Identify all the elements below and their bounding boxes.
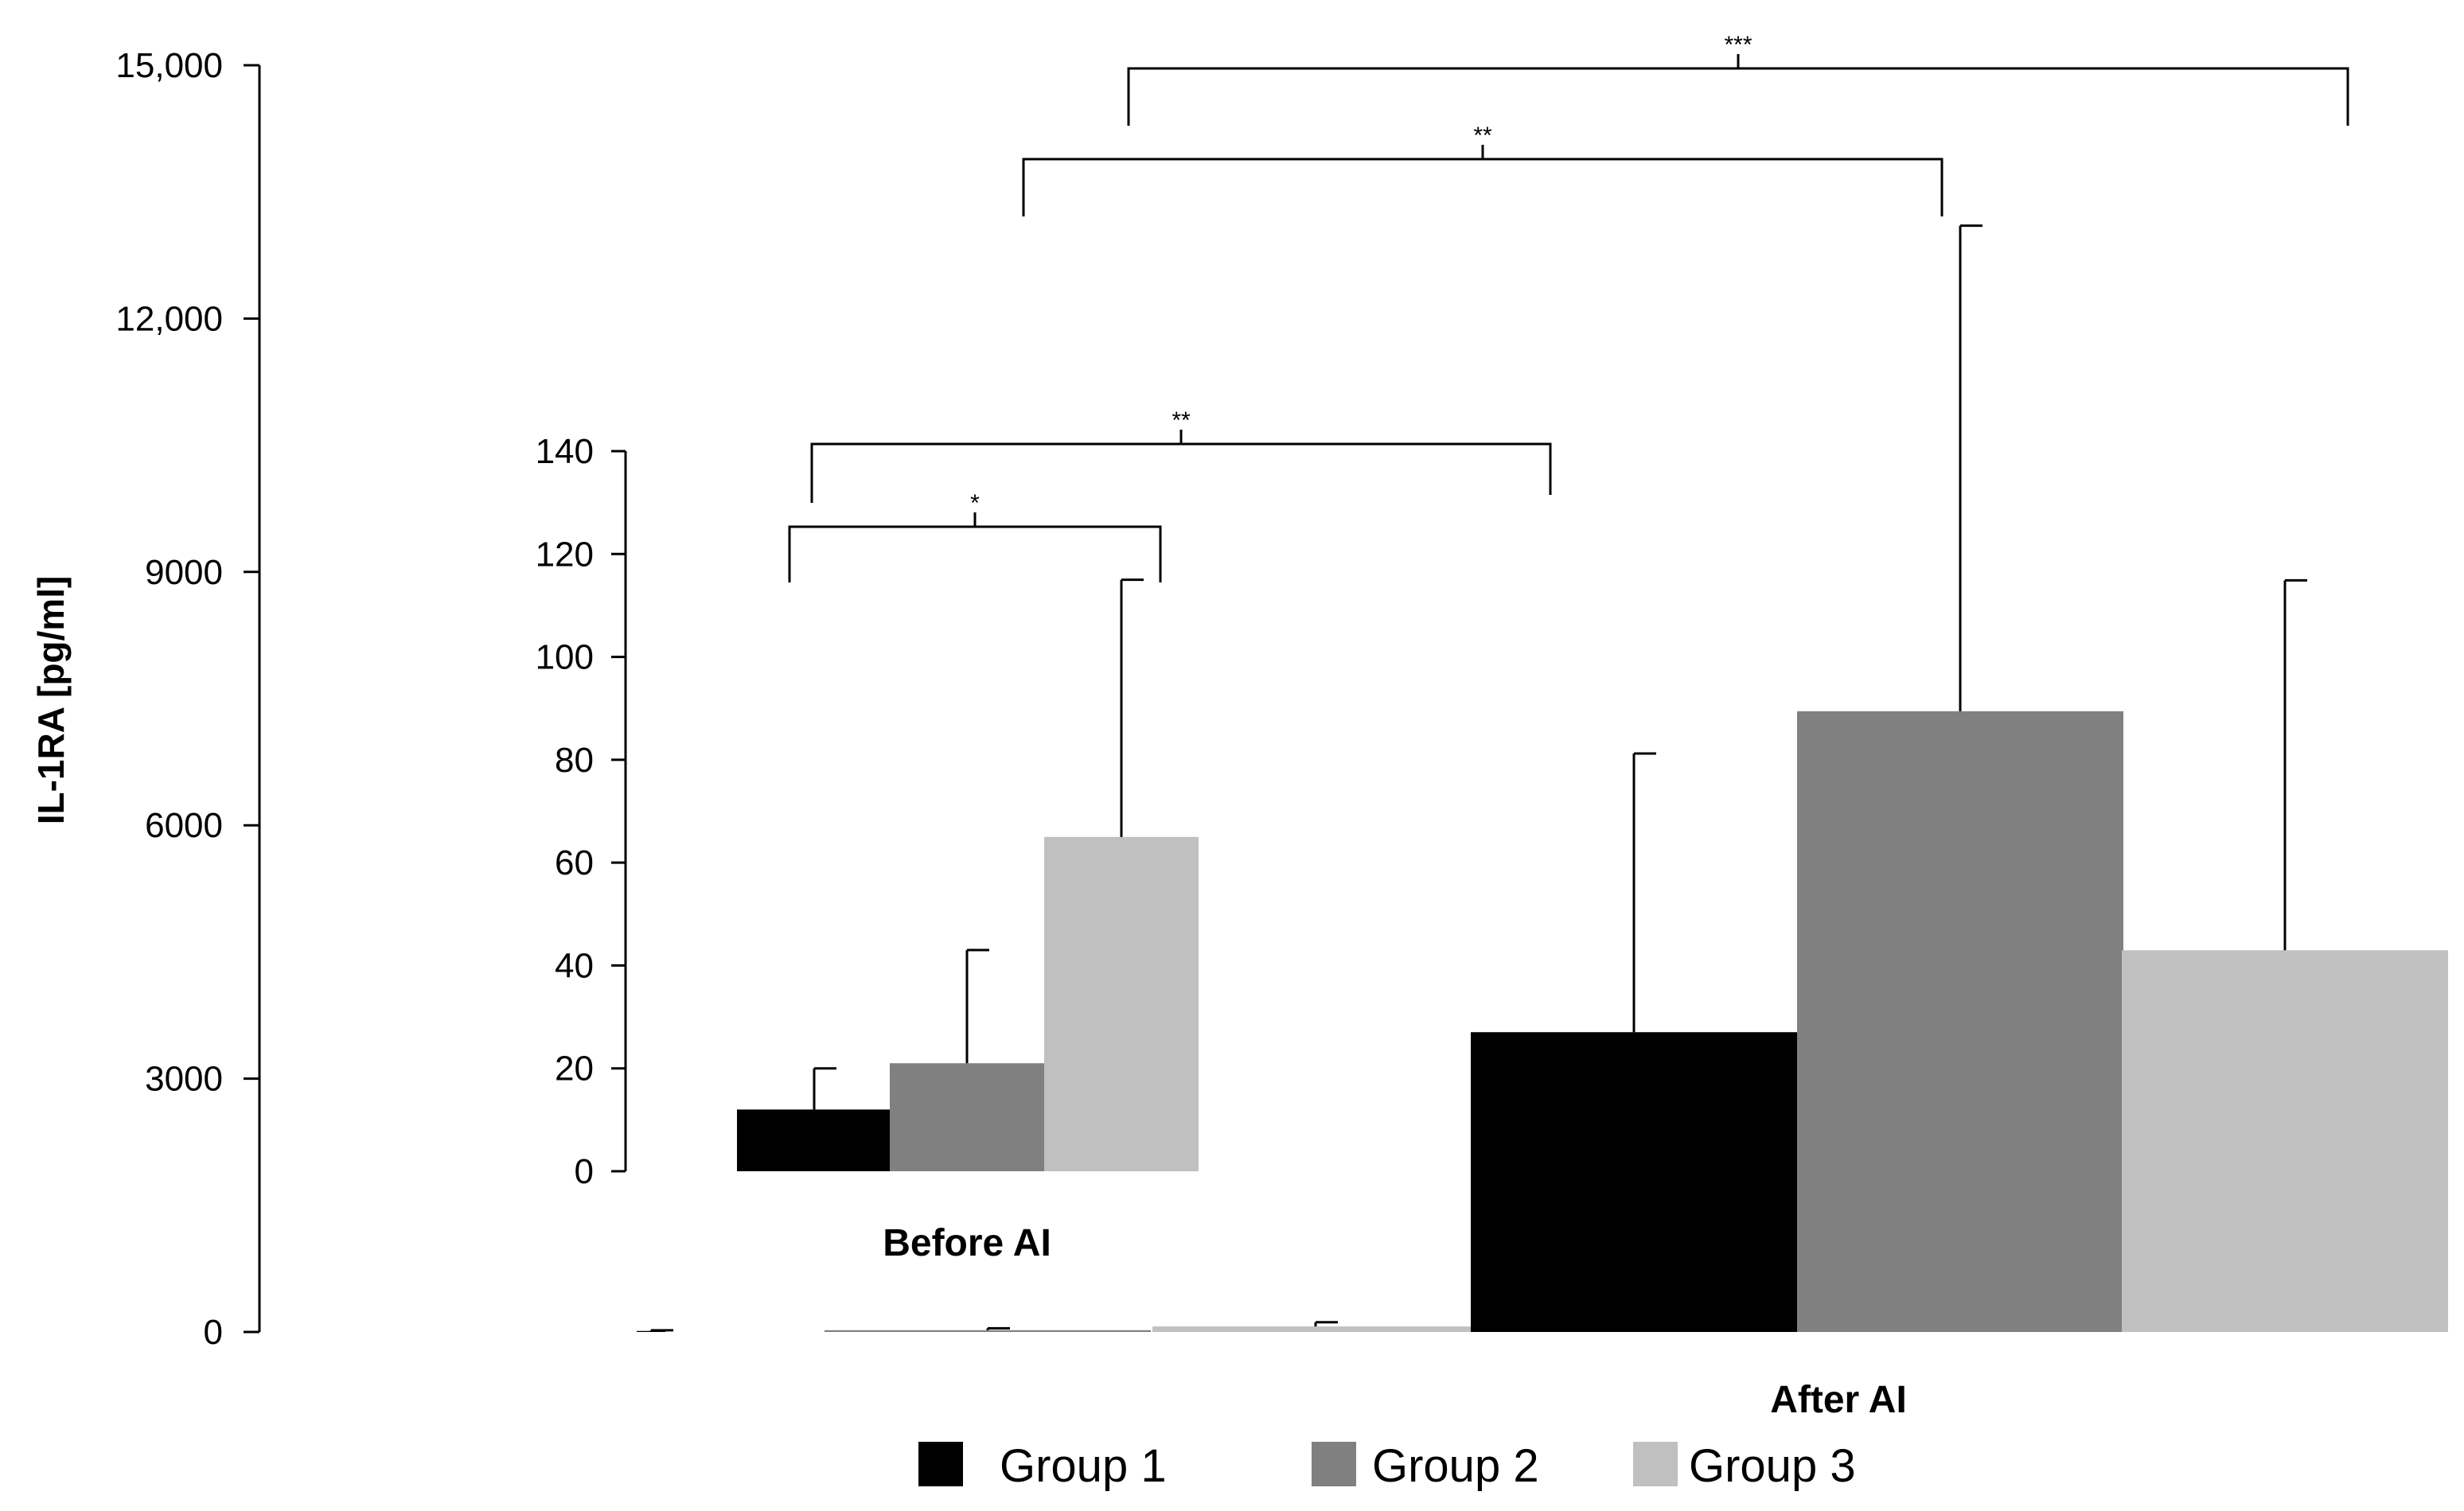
inset-y-tick-label: 60 [555, 843, 594, 882]
inset-y-tick-label: 100 [536, 638, 594, 677]
main-y-ticks: 0 3000 6000 9000 12,000 15,000 [115, 46, 259, 1352]
legend-swatch-group-3 [1633, 1442, 1678, 1486]
inset-y-tick-label: 20 [555, 1050, 594, 1088]
main-y-tick-label: 15,000 [115, 46, 223, 85]
main-y-tick-label: 12,000 [115, 299, 223, 338]
main-y-tick-label: 6000 [145, 806, 223, 845]
main-y-tick-label: 0 [204, 1313, 223, 1352]
inset-bar-group-1 [737, 1109, 891, 1171]
significance-brackets: ******** [788, 32, 2349, 582]
main-before-bar-group-2 [825, 1330, 1151, 1332]
legend: Group 1 Group 2 Group 3 [918, 1440, 1856, 1492]
main-y-tick-label: 3000 [145, 1060, 223, 1099]
legend-swatch-group-1 [918, 1442, 963, 1486]
inset-bars [737, 578, 1199, 1171]
main-before-bar-group-3 [1152, 1326, 1479, 1332]
sig-after-group1-group2-line [1022, 158, 1944, 216]
sig-before-group1-after-group1-label: ** [1172, 407, 1191, 434]
inset-y-tick-label: 120 [536, 535, 594, 574]
sig-before-group1-group3-label: * [970, 490, 980, 516]
legend-label-group-3: Group 3 [1689, 1440, 1856, 1492]
main-after-bar-group-2 [1797, 711, 2123, 1332]
inset-y-tick-label: 40 [555, 946, 594, 985]
sig-after-group1-group3-label: *** [1724, 32, 1752, 58]
legend-swatch-group-2 [1312, 1442, 1356, 1486]
y-axis-title: IL-1RA [pg/ml] [30, 576, 72, 825]
inset-y-axis: 0 20 40 60 80 100 120 140 [536, 432, 627, 1191]
main-y-axis: 0 3000 6000 9000 12,000 15,000 [115, 46, 261, 1352]
legend-label-group-1: Group 1 [1000, 1440, 1167, 1492]
inset-y-tick-label: 140 [536, 432, 594, 471]
inset-y-tick-label: 80 [555, 741, 594, 780]
main-y-tick-label: 9000 [145, 553, 223, 592]
category-label-before: Before AI [883, 1222, 1051, 1264]
inset-y-ticks: 0 20 40 60 80 100 120 140 [536, 432, 626, 1191]
main-bars [637, 224, 2448, 1332]
sig-after-group1-group3-line [1127, 67, 2349, 126]
sig-before-group1-group3-line [788, 525, 1162, 582]
inset-bar-group-2 [890, 1063, 1044, 1171]
main-after-bar-group-1 [1471, 1032, 1797, 1332]
sig-after-group1-group2-label: ** [1473, 123, 1492, 149]
legend-label-group-2: Group 2 [1372, 1440, 1539, 1492]
category-label-after: After AI [1770, 1379, 1907, 1421]
inset-bar-group-3 [1044, 836, 1199, 1171]
inset-y-tick-label: 0 [575, 1152, 594, 1191]
sig-before-group1-after-group1-line [810, 442, 1552, 503]
main-after-bar-group-3 [2122, 950, 2448, 1332]
